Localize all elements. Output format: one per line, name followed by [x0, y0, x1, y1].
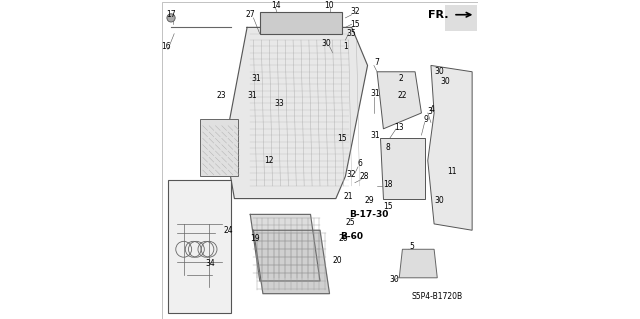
Text: FR.: FR. [428, 10, 449, 20]
Text: S5P4-B1720B: S5P4-B1720B [412, 292, 463, 301]
Text: 34: 34 [206, 259, 216, 268]
Text: 10: 10 [324, 1, 334, 10]
Text: 16: 16 [161, 42, 171, 51]
Text: 4: 4 [430, 105, 435, 114]
Text: 31: 31 [247, 91, 257, 100]
Text: 29: 29 [364, 196, 374, 205]
Text: 23: 23 [217, 91, 227, 100]
Text: 22: 22 [397, 91, 407, 100]
Text: 30: 30 [434, 67, 444, 76]
Text: 30: 30 [440, 77, 450, 86]
FancyArrowPatch shape [456, 12, 470, 17]
Text: 15: 15 [350, 20, 360, 29]
Text: 18: 18 [383, 180, 393, 189]
Text: 32: 32 [347, 170, 356, 179]
Text: 13: 13 [394, 123, 404, 132]
Text: 20: 20 [333, 256, 342, 265]
Polygon shape [428, 65, 472, 230]
Text: 19: 19 [250, 234, 260, 243]
Text: 15: 15 [337, 134, 347, 143]
Text: 11: 11 [447, 167, 456, 176]
Text: 8: 8 [386, 143, 390, 152]
Text: 32: 32 [350, 7, 360, 16]
FancyBboxPatch shape [168, 180, 231, 313]
Polygon shape [377, 72, 421, 129]
Text: 30: 30 [434, 196, 444, 205]
Text: 28: 28 [360, 172, 369, 181]
Text: B-60: B-60 [340, 232, 363, 241]
Text: 35: 35 [347, 29, 356, 38]
Text: 5: 5 [410, 241, 414, 251]
Polygon shape [445, 5, 477, 31]
Text: 17: 17 [166, 10, 176, 19]
Text: 6: 6 [357, 159, 362, 168]
Text: 2: 2 [399, 74, 403, 83]
Text: B-17-30: B-17-30 [349, 210, 389, 219]
Text: 14: 14 [271, 1, 280, 10]
Text: 27: 27 [246, 10, 255, 19]
Text: 24: 24 [223, 226, 233, 235]
Polygon shape [399, 249, 437, 278]
Polygon shape [253, 230, 330, 294]
Text: 26: 26 [339, 234, 349, 243]
Text: 3: 3 [427, 107, 432, 116]
Text: 31: 31 [371, 131, 380, 140]
FancyBboxPatch shape [200, 119, 237, 176]
Text: 12: 12 [264, 156, 274, 165]
Circle shape [167, 14, 175, 22]
Text: 1: 1 [343, 42, 348, 51]
Text: 33: 33 [274, 99, 284, 108]
Text: 9: 9 [424, 115, 429, 124]
Polygon shape [225, 27, 367, 198]
Text: 30: 30 [390, 275, 399, 284]
Text: 7: 7 [374, 58, 380, 67]
Text: 25: 25 [346, 218, 355, 227]
Polygon shape [380, 138, 424, 198]
Polygon shape [250, 214, 320, 281]
Text: 31: 31 [371, 89, 380, 99]
Text: 15: 15 [383, 202, 393, 211]
Text: 30: 30 [321, 39, 332, 48]
Text: 31: 31 [252, 74, 261, 83]
Text: 21: 21 [344, 192, 353, 202]
Polygon shape [260, 11, 342, 34]
